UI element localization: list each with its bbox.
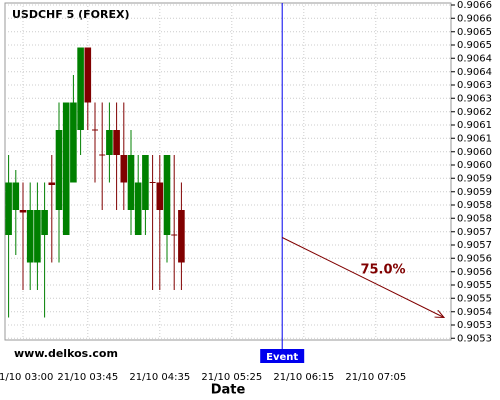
y-tick-label: 0.9054 [457,307,492,318]
candle-body [127,155,135,210]
y-tick-label: 0.9057 [457,240,492,251]
x-tick-label: 21/10 03:00 [0,372,53,383]
y-tick-label: 0.9053 [457,320,492,331]
event-label: Event [266,352,298,363]
candle-body [26,210,34,263]
y-tick-label: 0.9064 [457,53,492,64]
y-tick-label: 0.9064 [457,67,492,78]
candle-body [5,182,12,235]
y-tick-label: 0.9063 [457,93,492,104]
prediction-label: 75.0% [360,263,405,278]
y-tick-label: 0.9057 [457,227,492,238]
y-tick-label: 0.9058 [457,213,492,224]
y-tick-label: 0.9065 [457,27,492,38]
y-tick-label: 0.9066 [457,13,492,24]
candle-body [120,155,128,183]
x-tick-label: 21/10 05:25 [201,372,262,383]
x-tick-label: 21/10 06:15 [273,372,334,383]
y-tick-label: 0.9055 [457,293,492,304]
x-tick-label: 21/10 07:05 [345,372,406,383]
prediction-arrow [281,237,444,318]
candle-body [178,210,185,263]
event-box [260,349,305,363]
x-tick-label: 21/10 03:45 [57,372,118,383]
candle-body [55,130,63,210]
chart-title: USDCHF 5 (FOREX) [12,8,129,21]
candle-body [113,130,120,155]
x-axis-label: Date [211,383,246,398]
candle-body [106,130,113,155]
y-tick-label: 0.9058 [457,200,492,211]
y-tick-label: 0.9059 [457,173,492,184]
candle-body [142,155,149,210]
y-tick-label: 0.9059 [457,187,492,198]
y-tick-label: 0.9056 [457,267,492,278]
y-tick-label: 0.9060 [457,160,492,171]
y-tick-label: 0.9063 [457,80,492,91]
candle-body [48,182,56,185]
candle-body [34,210,41,263]
candle-body [156,182,164,210]
candle-body [77,47,84,130]
y-tick-label: 0.9060 [457,147,492,158]
candle-body [19,210,27,213]
y-tick-label: 0.9053 [457,333,492,344]
candle-body [84,47,92,103]
y-tick-label: 0.9065 [457,40,492,51]
y-tick-label: 0.9061 [457,133,492,144]
x-tick-label: 21/10 04:35 [129,372,190,383]
y-tick-label: 0.9066 [457,0,492,11]
watermark: www.delkos.com [14,347,118,360]
y-tick-label: 0.9061 [457,120,492,131]
y-tick-label: 0.9056 [457,253,492,264]
candle-body [134,182,142,235]
candle-body [62,102,70,235]
candle-body [12,182,20,210]
candle-body [163,155,171,235]
y-tick-label: 0.9062 [457,107,492,118]
candle-body [41,210,48,235]
candle-body [70,102,77,183]
y-tick-label: 0.9055 [457,280,492,291]
